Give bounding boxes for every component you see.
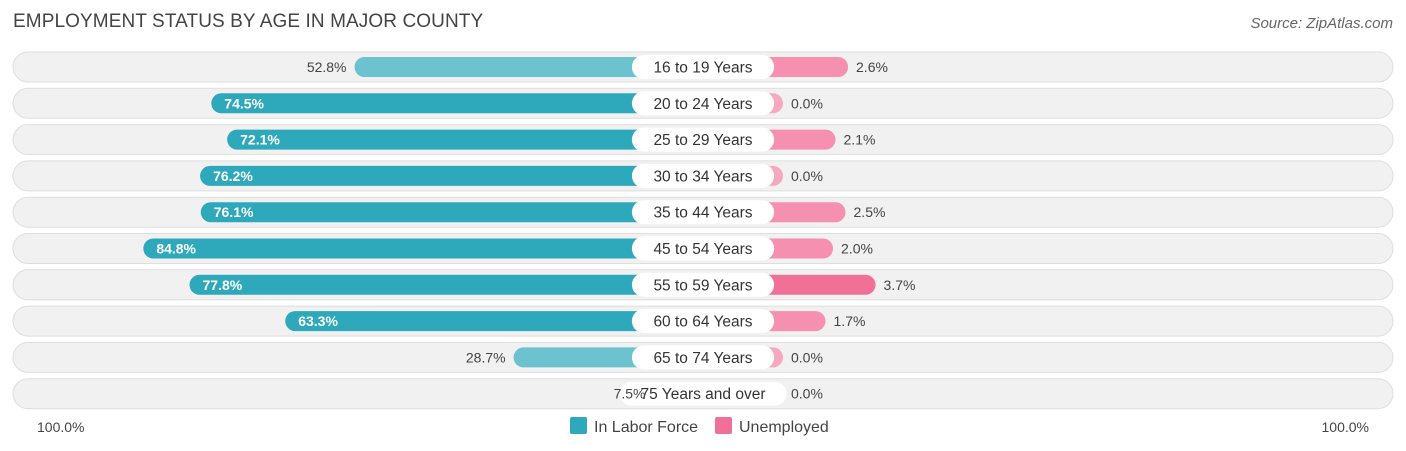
chart-row: 35 to 44 Years 76.1% 2.5%: [12, 196, 1394, 228]
category-label-background: [619, 381, 787, 406]
bar-in-labor-force: [354, 57, 703, 77]
value-label-unemployed: 0.0%: [791, 349, 823, 365]
category-label: 20 to 24 Years: [653, 96, 752, 113]
value-label-unemployed: 2.1%: [844, 132, 876, 148]
chart-source: Source: ZipAtlas.com: [1250, 15, 1393, 32]
chart-legend: In Labor Force Unemployed: [570, 417, 829, 436]
value-label-in-labor-force: 72.1%: [240, 132, 280, 148]
value-label-in-labor-force: 52.8%: [307, 59, 347, 75]
category-label: 45 to 54 Years: [653, 241, 752, 258]
category-label: 75 Years and over: [641, 386, 766, 403]
category-label-background: [631, 127, 775, 152]
value-label-in-labor-force: 7.5%: [614, 386, 646, 402]
value-label-unemployed: 2.0%: [841, 241, 873, 257]
value-label-in-labor-force: 28.7%: [466, 349, 506, 365]
category-label: 16 to 19 Years: [653, 60, 752, 77]
chart-row: 55 to 59 Years 77.8% 3.7%: [12, 269, 1394, 301]
bar-in-labor-force: [189, 274, 703, 295]
category-label-background: [631, 272, 775, 297]
value-label-unemployed: 0.0%: [791, 95, 823, 111]
chart-row: 65 to 74 Years 28.7% 0.0%: [12, 341, 1394, 373]
bar-in-labor-force: [285, 311, 703, 332]
category-label-background: [631, 163, 775, 188]
legend-swatch-unemployed: [715, 417, 732, 434]
legend-label-unemployed: Unemployed: [739, 419, 829, 436]
category-label: 30 to 34 Years: [653, 168, 752, 185]
value-label-unemployed: 0.0%: [791, 386, 823, 402]
bar-in-labor-force: [200, 165, 703, 186]
value-label-in-labor-force: 76.2%: [213, 168, 253, 184]
value-label-in-labor-force: 76.1%: [214, 204, 254, 220]
chart-row: 60 to 64 Years 63.3% 1.7%: [12, 305, 1394, 337]
value-label-unemployed: 2.6%: [856, 59, 888, 75]
category-label-background: [631, 91, 775, 116]
axis-left-label: 100.0%: [37, 419, 84, 435]
bar-in-labor-force: [211, 93, 704, 114]
chart-row: 20 to 24 Years 74.5% 0.0%: [12, 87, 1394, 119]
category-label-background: [631, 236, 775, 261]
axis-right-label: 100.0%: [1322, 419, 1369, 435]
category-label: 25 to 29 Years: [653, 132, 752, 149]
chart-title: EMPLOYMENT STATUS BY AGE IN MAJOR COUNTY: [13, 11, 484, 32]
chart-row: 16 to 19 Years 52.8% 2.6%: [12, 51, 1394, 83]
category-label: 60 to 64 Years: [653, 314, 752, 331]
category-label-background: [631, 55, 775, 79]
category-label: 65 to 74 Years: [653, 350, 752, 367]
chart-row: 45 to 54 Years 84.8% 2.0%: [12, 233, 1394, 264]
value-label-unemployed: 0.0%: [791, 168, 823, 184]
bar-in-labor-force: [143, 238, 703, 259]
value-label-unemployed: 3.7%: [884, 277, 916, 293]
chart-rows: 16 to 19 Years 52.8% 2.6% 20 to 24 Years 74.…: [12, 51, 1394, 410]
bar-in-labor-force: [200, 202, 704, 223]
value-label-in-labor-force: 74.5%: [224, 95, 264, 111]
category-label-background: [631, 200, 775, 225]
category-label-background: [631, 345, 775, 370]
value-label-unemployed: 1.7%: [834, 313, 866, 329]
category-label-background: [631, 309, 775, 334]
value-label-unemployed: 2.5%: [854, 204, 886, 220]
category-label: 35 to 44 Years: [653, 205, 752, 222]
legend-swatch-in-labor-force: [570, 417, 587, 434]
value-label-in-labor-force: 63.3%: [298, 313, 338, 329]
chart-row: 25 to 29 Years 72.1% 2.1%: [12, 124, 1394, 156]
bar-in-labor-force: [227, 129, 703, 150]
value-label-in-labor-force: 77.8%: [203, 277, 243, 293]
value-label-in-labor-force: 84.8%: [156, 241, 196, 257]
category-label: 55 to 59 Years: [653, 277, 752, 294]
legend-label-in-labor-force: In Labor Force: [594, 419, 698, 436]
chart-row: 30 to 34 Years 76.2% 0.0%: [12, 160, 1394, 192]
